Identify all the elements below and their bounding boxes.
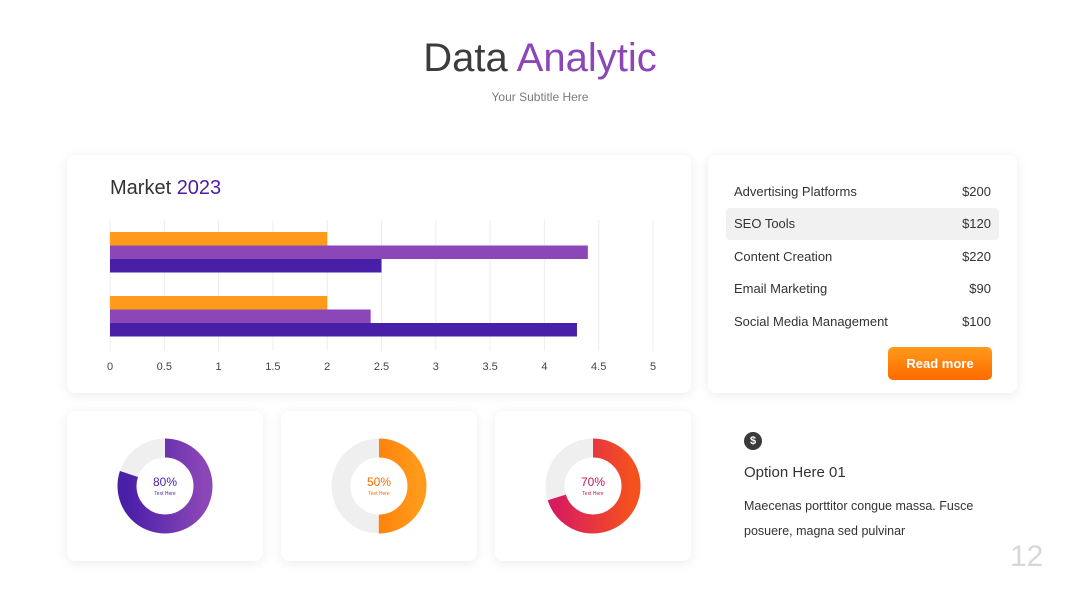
donut-chart-2 [331, 438, 427, 534]
price-value: $100 [962, 313, 991, 329]
price-value: $220 [962, 248, 991, 264]
x-tick-label: 5 [650, 361, 656, 373]
x-tick-label: 0 [107, 361, 113, 373]
donut-percent-3: 70% [580, 475, 606, 489]
chart-title: Market 2023 [110, 177, 221, 200]
donut-chart-3 [545, 438, 641, 534]
donut-sub-1: Text Here [154, 491, 176, 497]
donut-arc [331, 438, 427, 534]
read-more-button[interactable]: Read more [888, 347, 992, 380]
price-row-email[interactable]: Email Marketing $90 [726, 273, 999, 305]
bar [110, 323, 577, 337]
price-label: Content Creation [734, 248, 833, 264]
donut-card-2: 50% Text Here [281, 411, 477, 561]
price-value: $200 [962, 183, 991, 199]
price-label: Social Media Management [734, 313, 888, 329]
price-list: Advertising Platforms $200 SEO Tools $12… [726, 175, 999, 338]
donut-card-3: 70% Text Here [495, 411, 691, 561]
bar [110, 296, 328, 310]
price-list-card: Advertising Platforms $200 SEO Tools $12… [708, 155, 1017, 393]
bar [110, 309, 371, 323]
price-row-content[interactable]: Content Creation $220 [726, 240, 999, 272]
donut-card-1: 80% Text Here [67, 411, 263, 561]
chart-title-year: 2023 [176, 177, 222, 199]
donut-percent-1: 80% [152, 475, 178, 489]
x-tick-label: 1 [216, 361, 222, 373]
bar [110, 245, 588, 259]
x-tick-label: 4 [541, 361, 547, 373]
price-label: Advertising Platforms [734, 183, 857, 199]
x-tick-label: 1.5 [265, 361, 280, 373]
price-row-advertising[interactable]: Advertising Platforms $200 [726, 175, 999, 207]
bar-chart: 0 0.5 1 1.5 2 2.5 3 3.5 4 4.5 5 [107, 220, 656, 373]
page-number: 12 [1010, 540, 1044, 573]
donut-chart-1 [117, 438, 213, 534]
bar [110, 259, 382, 273]
x-tick-label: 0.5 [157, 361, 172, 373]
dollar-icon: $ [744, 432, 762, 450]
page-subtitle: Your Subtitle Here [491, 90, 589, 104]
market-chart-card: Market 2023 0 0.5 1 1.5 2 2.5 3 3.5 4 4.5 5 [67, 155, 691, 393]
donut-sub-2: Text Here [368, 491, 390, 497]
price-value: $90 [969, 281, 991, 296]
price-label: Email Marketing [734, 281, 828, 296]
x-tick-label: 4.5 [591, 361, 606, 373]
title-main: Data [423, 36, 508, 80]
donut-arc [117, 438, 213, 534]
option-title: Option Here 01 [744, 464, 846, 481]
x-tick-label: 2 [324, 361, 330, 373]
chart-title-main: Market [110, 177, 172, 199]
x-tick-label: 3 [433, 361, 439, 373]
donut-arc [545, 438, 641, 534]
price-row-seo[interactable]: SEO Tools $120 [726, 207, 999, 240]
price-label: SEO Tools [734, 216, 796, 231]
price-row-social[interactable]: Social Media Management $100 [726, 305, 999, 337]
x-tick-label: 3.5 [482, 361, 497, 373]
title-accent: Analytic [516, 36, 657, 80]
page-title: Data Analytic [0, 36, 1080, 81]
donut-percent-2: 50% [366, 475, 392, 489]
price-value: $120 [962, 216, 991, 231]
option-text: Maecenas porttitor congue massa. Fusce p… [744, 499, 974, 538]
donut-sub-3: Text Here [582, 491, 604, 497]
x-tick-label: 2.5 [374, 361, 389, 373]
bar [110, 232, 328, 246]
